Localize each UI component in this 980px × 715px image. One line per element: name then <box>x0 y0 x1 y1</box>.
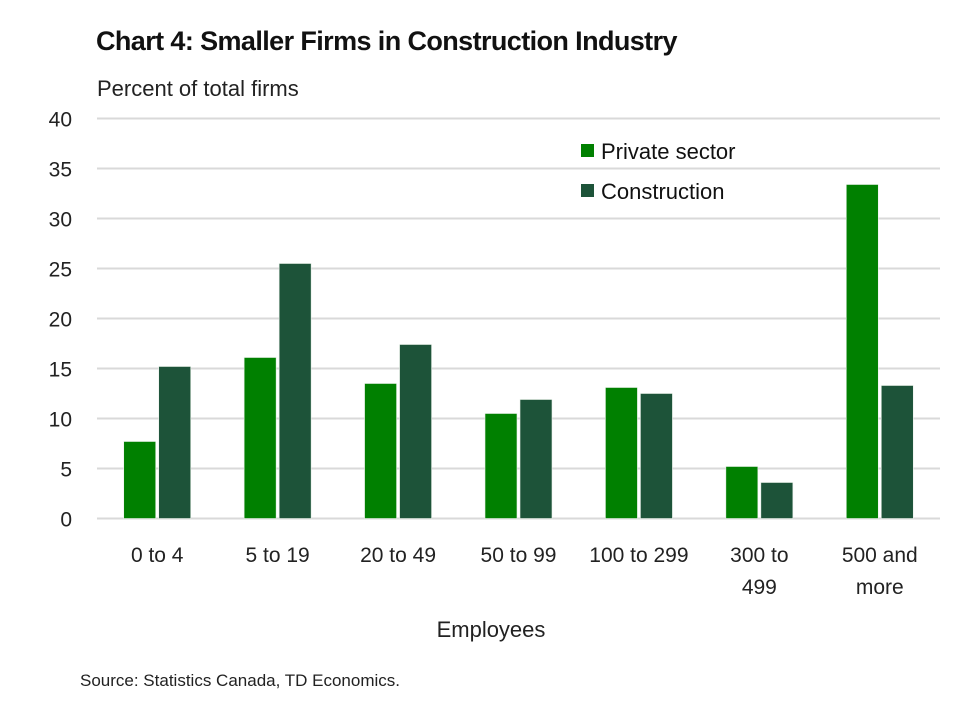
y-tick-label: 10 <box>49 409 72 432</box>
x-axis-ticks: 0 to 4 5 to 19 20 to 49 50 to 99 100 to 299 3… <box>131 544 918 599</box>
bar-construction <box>880 385 914 519</box>
x-tick-label: 499 <box>742 576 777 599</box>
legend-label: Private sector <box>601 139 736 164</box>
x-tick-label: 20 to 49 <box>360 544 436 567</box>
y-tick-label: 30 <box>49 209 72 232</box>
bar-private-sector <box>605 387 638 519</box>
bar-construction <box>519 399 553 519</box>
y-tick-label: 20 <box>49 309 72 332</box>
y-tick-label: 40 <box>49 109 72 132</box>
chart-title: Chart 4: Smaller Firms in Construction I… <box>96 26 678 56</box>
x-tick-label: 5 to 19 <box>246 544 310 567</box>
bar-construction <box>399 344 432 519</box>
legend-swatch <box>581 184 594 197</box>
gridlines <box>97 117 940 520</box>
y-tick-label: 15 <box>49 359 72 382</box>
x-tick-label: 500 and <box>842 544 918 567</box>
source-note: Source: Statistics Canada, TD Economics. <box>80 671 400 690</box>
bar-private-sector <box>123 441 157 519</box>
x-tick-label: 50 to 99 <box>481 544 557 567</box>
bar-private-sector <box>364 383 397 519</box>
y-tick-label: 25 <box>49 259 72 282</box>
legend-swatch <box>581 144 594 157</box>
bar-private-sector <box>243 357 277 519</box>
bar-private-sector <box>845 184 879 519</box>
x-axis-label: Employees <box>437 617 546 642</box>
bar-construction <box>158 366 192 519</box>
y-tick-label: 35 <box>49 159 72 182</box>
y-tick-label: 0 <box>60 509 72 532</box>
x-tick-label: 300 to <box>730 544 788 567</box>
legend-label: Construction <box>601 179 725 204</box>
y-axis-label: Percent of total firms <box>97 76 299 101</box>
bar-construction <box>640 393 673 519</box>
bars <box>123 184 914 519</box>
y-axis-ticks: 0 5 10 15 20 25 30 35 40 <box>49 109 72 532</box>
x-tick-label: more <box>856 576 904 599</box>
x-tick-label: 100 to 299 <box>589 544 688 567</box>
legend: Private sector Construction <box>581 139 736 204</box>
bar-construction <box>278 263 312 519</box>
y-tick-label: 5 <box>60 459 72 482</box>
x-tick-label: 0 to 4 <box>131 544 184 567</box>
bar-construction <box>760 482 794 519</box>
bar-private-sector <box>484 413 518 519</box>
bar-private-sector <box>725 466 759 519</box>
